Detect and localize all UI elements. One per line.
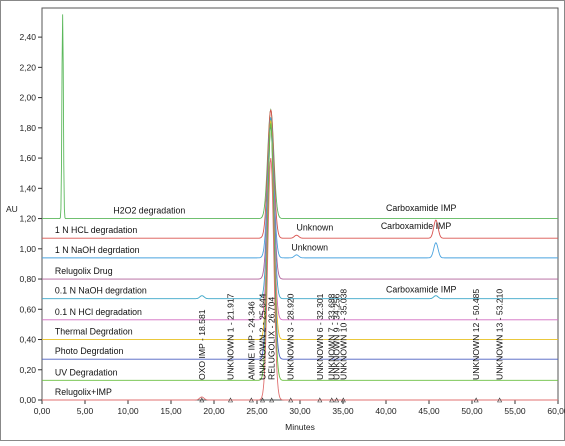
peak-marker [269,397,275,403]
annotation-label: Carboxamide IMP [386,285,457,295]
x-tick-label: 20,00 [203,406,225,416]
y-axis-label: AU [6,204,18,214]
x-tick-label: 35,00 [332,406,354,416]
y-tick-label: 0,80 [19,274,36,284]
series-label: H2O2 degradation [113,206,185,216]
x-tick-label: 40,00 [375,406,397,416]
peak-marker [329,397,335,403]
peak-marker [248,397,254,403]
x-tick-label: 45,00 [418,406,440,416]
y-tick-label: 2,20 [19,62,36,72]
series-line-4 [42,117,558,300]
y-tick-label: 1,00 [19,244,36,254]
x-tick-label: 5,00 [77,406,94,416]
peak-label: UNKNOWN 9 - 34.256 [332,293,342,380]
peak-marker [497,397,503,403]
x-tick-label: 25,00 [246,406,268,416]
y-tick-label: 2,00 [19,93,36,103]
series-line-8 [42,123,558,381]
series-line-9 [42,158,558,401]
peak-label: UNKNOWN 2 - 25.644 [258,293,268,380]
x-tick-label: 10,00 [117,406,139,416]
peak-label: UNKNOWN 6 - 32.301 [315,293,325,380]
peak-marker [334,397,340,403]
peak-marker [228,397,233,403]
peak-label: AMINE IMP - 24.346 [246,301,256,380]
series-line-3 [42,120,558,280]
series-line-2 [42,121,558,259]
y-tick-label: 1,20 [19,214,36,224]
peak-label: UNKNOWN 3 - 28.920 [286,293,296,380]
x-tick-label: 60,00 [547,406,565,416]
peak-marker [199,397,205,403]
peak-marker [317,397,323,403]
peak-label: UNKNOWN 12 - 50.485 [471,289,481,380]
series-line-1 [42,109,558,239]
annotation-label: Carboxamide IMP [381,221,452,231]
y-tick-label: 1,60 [19,153,36,163]
series-label: Photo Degrdation [55,346,124,356]
series-label: Relugolix+IMP [55,387,112,397]
x-tick-label: 15,00 [160,406,182,416]
x-tick-label: 30,00 [289,406,311,416]
series-line-7 [42,124,558,360]
x-axis-label: Minutes [285,422,315,432]
series-label: Thermal Degrdation [55,327,133,337]
peak-label: OXO IMP - 18.581 [197,309,207,380]
annotation-label: Carboxamide IMP [386,203,457,213]
series-line-6 [42,120,558,340]
y-tick-label: 0,60 [19,304,36,314]
y-tick-label: 0,40 [19,335,36,345]
y-tick-label: 0,20 [19,365,36,375]
y-tick-label: 2,40 [19,32,36,42]
series-label: 1 N NaOH degrdation [55,245,140,255]
series-label: 0.1 N NaOH degrdation [55,286,147,296]
annotation-label: Unknown [291,242,328,252]
y-tick-label: 1,80 [19,123,36,133]
series-label: UV Degradation [55,367,118,377]
peak-marker [340,397,346,403]
series-label: Relugolix Drug [55,266,113,276]
x-tick-label: 50,00 [461,406,483,416]
peak-marker [473,397,479,403]
x-tick-label: 55,00 [504,406,526,416]
annotation-label: Unknown [297,223,334,233]
peak-label: UNKNOWN 7 - 33.688 [327,293,337,380]
series-line-0 [42,14,558,220]
y-tick-label: 1,40 [19,183,36,193]
peak-label: RELUGOLIX - 26.704 [267,297,277,380]
peak-label: UNKNOWN 10 - 35.038 [338,289,348,380]
series-label: 0.1 N HCl degradation [55,307,142,317]
peak-label: UNKNOWN 13 - 53.210 [495,289,505,380]
series-line-5 [42,123,558,321]
x-tick-label: 0,00 [34,406,51,416]
peak-label: UNKNOWN 1 - 21.917 [225,293,235,380]
peak-marker [260,397,266,403]
peak-marker [288,397,294,403]
y-tick-label: 0,00 [19,395,36,405]
series-label: 1 N HCL degradation [55,225,137,235]
